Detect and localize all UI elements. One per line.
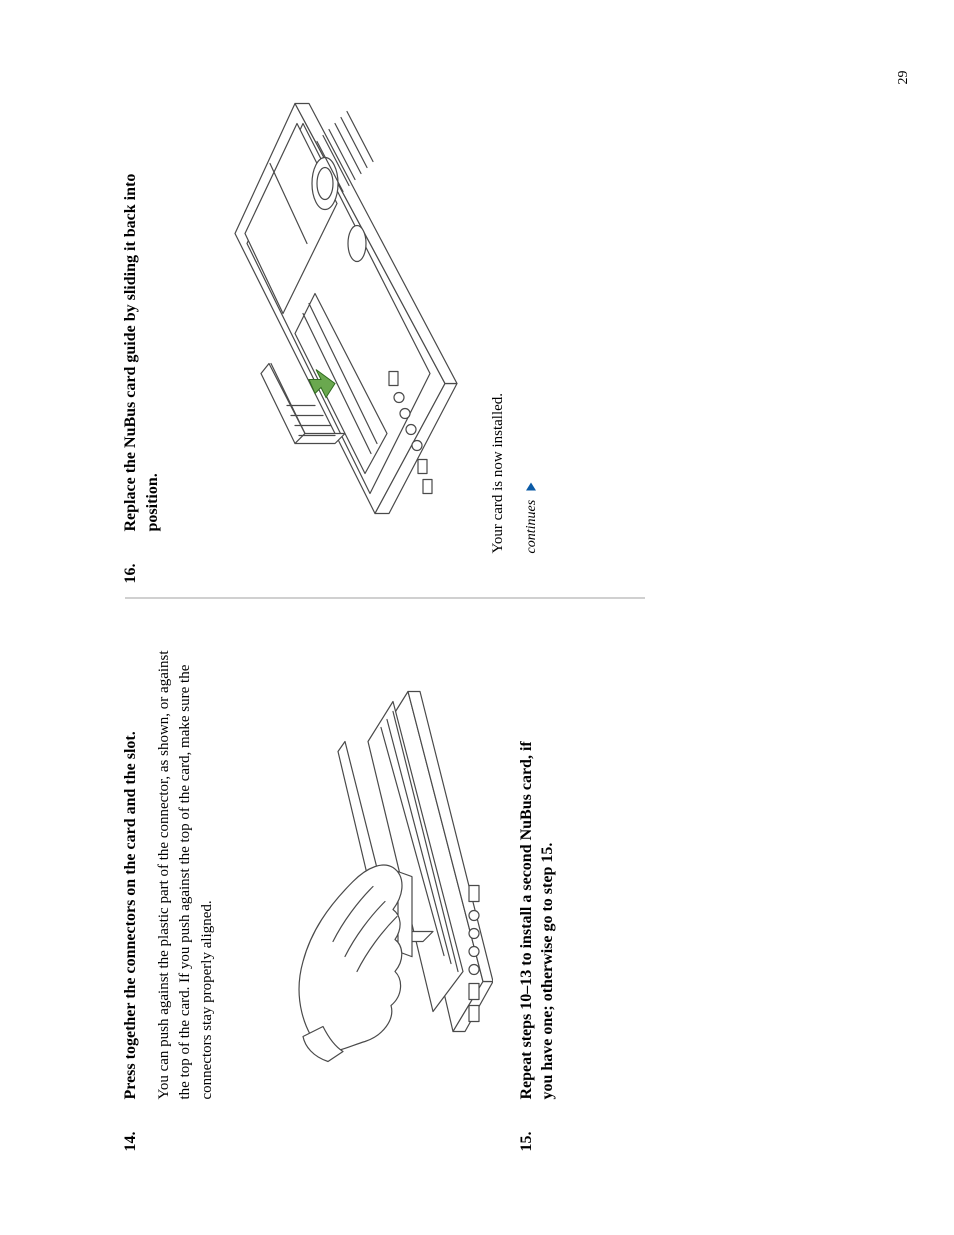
step-16-line2: position. bbox=[144, 473, 161, 531]
installed-text: Your card is now installed. bbox=[488, 70, 510, 553]
step-14-title: Press together the connectors on the car… bbox=[122, 731, 139, 1099]
left-column: 14. Press together the connectors on the… bbox=[120, 638, 645, 1125]
step-14-number: 14. bbox=[120, 1103, 142, 1125]
two-column-layout: 14. Press together the connectors on the… bbox=[120, 70, 645, 1125]
step-15-line2: you have one; otherwise go to step 15. bbox=[539, 842, 556, 1099]
step-15-heading: 15. Repeat steps 10–13 to install a seco… bbox=[516, 638, 559, 1125]
illustration-computer-chassis bbox=[175, 84, 465, 544]
step-15-line1: Repeat steps 10–13 to install a second N… bbox=[518, 741, 535, 1099]
page-rotated-container: 14. Press together the connectors on the… bbox=[0, 0, 954, 1235]
step-16-heading: 16. Replace the NuBus card guide by slid… bbox=[120, 70, 163, 557]
figure-replace-guide bbox=[175, 70, 470, 557]
step-14-body: You can push against the plastic part of… bbox=[154, 638, 219, 1099]
continues-indicator: continues bbox=[524, 70, 540, 553]
column-divider bbox=[125, 597, 645, 598]
page-number: 29 bbox=[896, 70, 912, 84]
continues-label: continues bbox=[524, 499, 539, 553]
continue-triangle-icon bbox=[526, 482, 536, 490]
right-column: 16. Replace the NuBus card guide by slid… bbox=[120, 70, 645, 557]
illustration-hand-pressing-card bbox=[233, 672, 493, 1092]
step-14-heading: 14. Press together the connectors on the… bbox=[120, 638, 142, 1125]
step-16-number: 16. bbox=[120, 535, 142, 557]
step-15-number: 15. bbox=[516, 1103, 538, 1125]
figure-press-connectors bbox=[233, 638, 498, 1125]
step-16-line1: Replace the NuBus card guide by sliding … bbox=[122, 173, 139, 531]
